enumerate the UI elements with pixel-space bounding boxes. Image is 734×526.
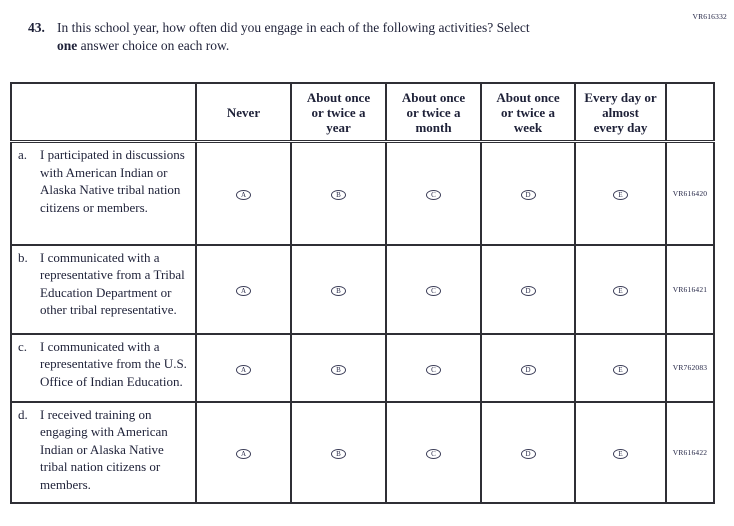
row-code: VR616422 [665, 400, 715, 504]
row-text: I received training on engaging with Ame… [40, 406, 168, 492]
row-label: c. I communicated with a representative … [10, 332, 197, 403]
answer-bubble-b[interactable]: B [331, 449, 346, 459]
answer-bubble-e[interactable]: E [613, 286, 628, 296]
answer-cell: A [195, 140, 292, 246]
answer-bubble-e[interactable]: E [613, 364, 628, 375]
question-block: 43. In this school year, how often did y… [28, 19, 668, 55]
stub-header-cell [10, 82, 197, 143]
answer-cell: C [385, 243, 482, 335]
header-row: Never About once or twice a year About o… [10, 82, 715, 143]
column-header-once-twice-month: About once or twice a month [385, 82, 482, 143]
row-letter: c. [18, 338, 28, 354]
form-code: VR616332 [692, 12, 727, 21]
answer-cell: C [385, 140, 482, 246]
question-number: 43. [28, 20, 45, 35]
question-line1: In this school year, how often did you e… [57, 20, 530, 35]
answer-cell: A [195, 243, 292, 335]
answer-cell: B [290, 140, 387, 246]
answer-bubble-d[interactable]: D [520, 449, 536, 459]
row-text: I communicated with a representative fro… [40, 338, 187, 389]
row-letter: d. [18, 406, 28, 422]
answer-cell: E [574, 140, 667, 246]
answer-bubble-b[interactable]: B [331, 190, 346, 201]
answer-bubble-d[interactable]: D [520, 286, 536, 296]
row-letter: b. [18, 249, 28, 265]
table-row-a: a. I participated in discussions with Am… [10, 140, 715, 246]
row-code: VR762083 [665, 332, 715, 403]
answer-bubble-e[interactable]: E [613, 449, 628, 459]
answer-bubble-d[interactable]: D [520, 364, 536, 375]
response-matrix-table: Never About once or twice a year About o… [10, 82, 715, 504]
question-text: In this school year, how often did you e… [57, 19, 530, 55]
row-label: d. I received training on engaging with … [10, 400, 197, 504]
column-header-never: Never [195, 82, 292, 143]
answer-bubble-b[interactable]: B [331, 286, 346, 296]
answer-cell: C [385, 400, 482, 504]
answer-cell: D [480, 332, 576, 403]
question-bold-word: one [57, 38, 78, 53]
answer-bubble-a[interactable]: A [236, 364, 251, 375]
row-text: I participated in discussions with Ameri… [40, 147, 185, 215]
column-header-once-twice-week: About once or twice a week [480, 82, 576, 143]
answer-cell: D [480, 243, 576, 335]
answer-cell: E [574, 400, 667, 504]
answer-bubble-c[interactable]: C [426, 286, 441, 296]
answer-bubble-b[interactable]: B [331, 364, 346, 375]
row-letter: a. [18, 147, 28, 162]
answer-bubble-a[interactable]: A [236, 449, 251, 459]
answer-cell: D [480, 140, 576, 246]
answer-bubble-e[interactable]: E [613, 190, 628, 201]
answer-cell: E [574, 243, 667, 335]
answer-bubble-c[interactable]: C [426, 364, 441, 375]
answer-cell: E [574, 332, 667, 403]
answer-bubble-a[interactable]: A [236, 190, 251, 201]
answer-cell: B [290, 332, 387, 403]
answer-cell: B [290, 400, 387, 504]
answer-bubble-a[interactable]: A [236, 286, 251, 296]
question-rest: answer choice on each row. [77, 38, 230, 53]
table-row-c: c. I communicated with a representative … [10, 332, 715, 403]
answer-cell: B [290, 243, 387, 335]
answer-bubble-d[interactable]: D [520, 190, 536, 201]
answer-cell: A [195, 332, 292, 403]
column-header-every-day: Every day or almost every day [574, 82, 667, 143]
answer-bubble-c[interactable]: C [426, 190, 441, 201]
code-header-cell [665, 82, 715, 143]
row-code: VR616420 [665, 140, 715, 246]
row-label: a. I participated in discussions with Am… [10, 140, 197, 246]
row-code: VR616421 [665, 243, 715, 335]
answer-cell: A [195, 400, 292, 504]
answer-bubble-c[interactable]: C [426, 449, 441, 459]
table-row-b: b. I communicated with a representative … [10, 243, 715, 335]
row-label: b. I communicated with a representative … [10, 243, 197, 335]
table-row-d: d. I received training on engaging with … [10, 400, 715, 504]
column-header-once-twice-year: About once or twice a year [290, 82, 387, 143]
row-text: I communicated with a representative fro… [40, 249, 185, 318]
answer-cell: C [385, 332, 482, 403]
answer-cell: D [480, 400, 576, 504]
